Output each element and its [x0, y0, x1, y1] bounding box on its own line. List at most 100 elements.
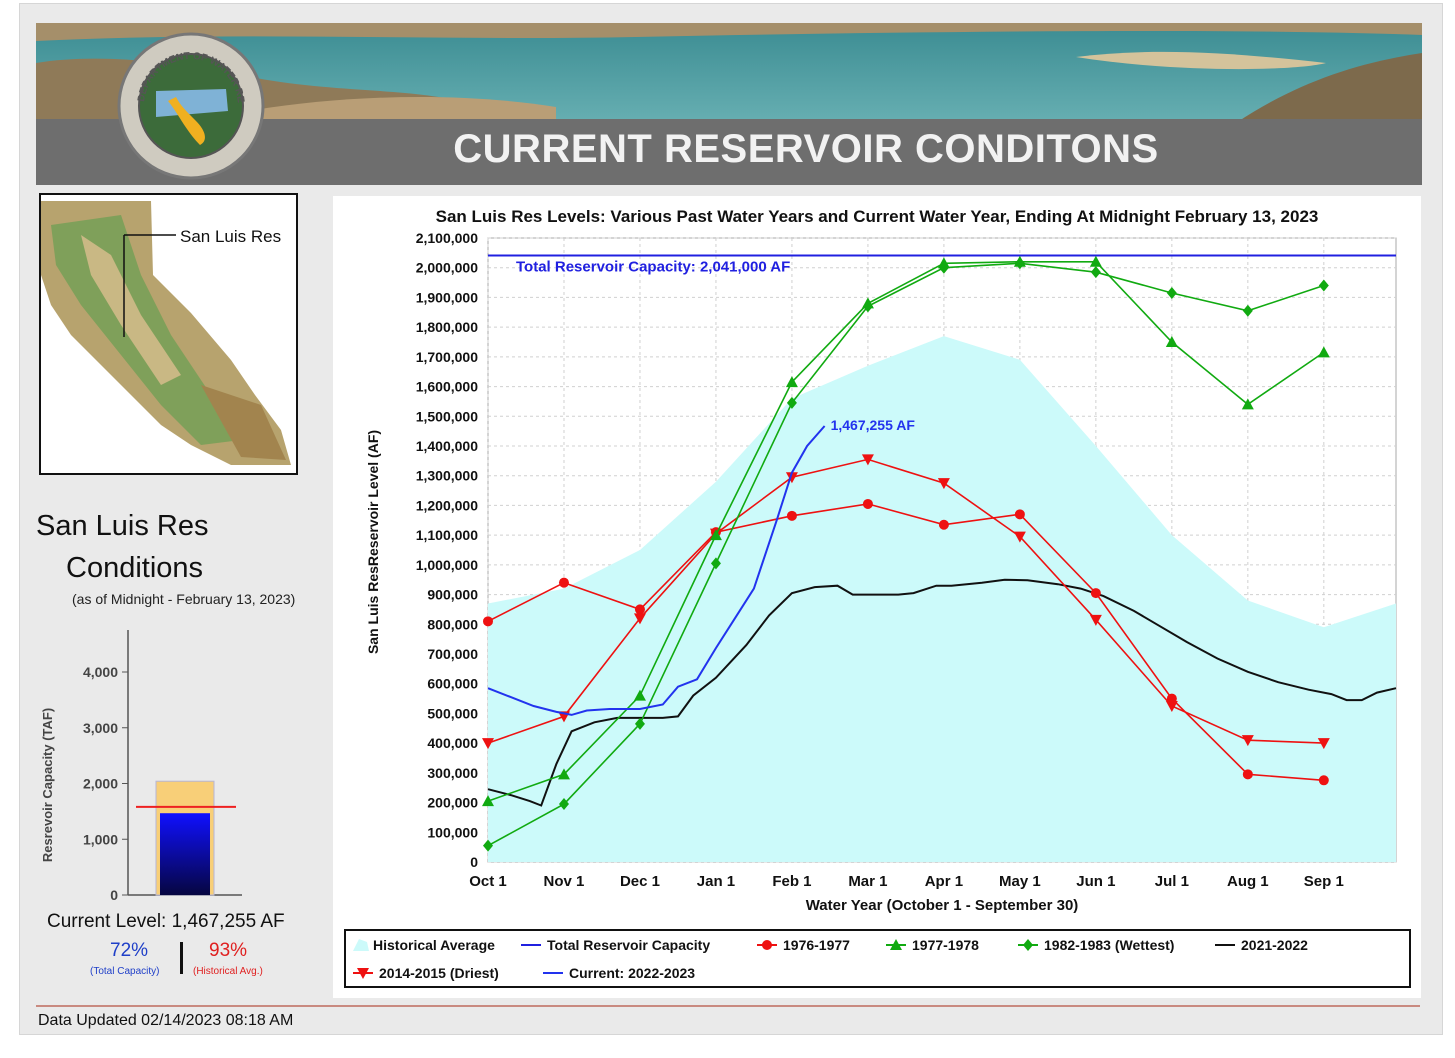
y-tick-label: 1,700,000: [416, 349, 478, 365]
y-tick-label: 1,300,000: [416, 468, 478, 484]
y-tick-label: 0: [470, 854, 478, 870]
y-tick-label: 1,400,000: [416, 438, 478, 454]
legend-swatch: [353, 939, 369, 951]
y-tick-label: 800,000: [427, 616, 478, 632]
data-updated-text: Data Updated 02/14/2023 08:18 AM: [38, 1012, 294, 1029]
footer-divider: [36, 1005, 1420, 1007]
series-historical-average-area: [488, 336, 1396, 863]
data-point-2014-2015-driest: [1241, 735, 1254, 747]
data-point-1982-1983-wettest: [558, 798, 569, 811]
legend-label: 1982-1983 (Wettest): [1044, 937, 1174, 953]
legend-label: Current: 2022-2023: [569, 965, 695, 981]
legend-marker: [890, 939, 902, 950]
y-tick-label: 1,100,000: [416, 527, 478, 543]
data-point-1977-1978: [1165, 336, 1178, 347]
legend-marker: [357, 968, 369, 979]
data-point-1977-1978: [1241, 398, 1254, 410]
gauge-axis-label: Resrevoir Capacity (TAF): [40, 708, 55, 862]
percent-historical-average: 93%: [209, 940, 248, 961]
california-relief-map: [41, 195, 296, 473]
y-tick-label: 1,600,000: [416, 379, 478, 395]
data-point-1982-1983-wettest: [786, 396, 797, 409]
data-point-1982-1983-wettest: [1166, 286, 1177, 299]
y-tick-label: 1,800,000: [416, 319, 478, 335]
data-point-1982-1983-wettest: [1318, 279, 1329, 292]
data-point-1982-1983-wettest: [1014, 257, 1025, 270]
data-point-1976-1977: [1318, 775, 1329, 786]
data-point-1976-1977: [1090, 588, 1101, 599]
series-2021-2022: [487, 578, 1397, 807]
header-banner: DEPARTMENT OF WATER RESOURCES CURRENT RE…: [36, 23, 1422, 185]
data-point-1976-1977: [786, 510, 797, 521]
data-point-1982-1983-wettest: [1242, 304, 1253, 317]
series-1982-1983-wettest: [483, 257, 1329, 852]
y-tick-label: 2,000,000: [416, 260, 478, 276]
conditions-title-line2: Conditions: [66, 552, 204, 584]
dwr-seal-logo: DEPARTMENT OF WATER RESOURCES: [116, 31, 265, 180]
y-tick-label: 900,000: [427, 587, 478, 603]
map-reservoir-label: San Luis Res: [178, 227, 284, 247]
series-line-1982-1983-wettest: [487, 262, 1325, 847]
legend-label: 2021-2022: [1241, 937, 1308, 953]
data-point-2014-2015-driest: [633, 613, 646, 625]
data-point-1976-1977: [483, 616, 493, 627]
gauge-tick-label: 2,000: [83, 776, 118, 792]
legend-item-1976-1977: 1976-1977: [757, 937, 850, 953]
legend-item-2014-2015-driest: 2014-2015 (Driest): [353, 965, 499, 981]
data-point-1976-1977: [634, 604, 645, 615]
data-point-1977-1978: [709, 529, 722, 541]
data-point-2014-2015-driest: [1013, 531, 1026, 543]
legend-label: 1976-1977: [783, 937, 850, 953]
percent-total-capacity: 72%: [110, 940, 149, 961]
legend: Historical Average Total Reservoir Capaci…: [344, 929, 1411, 988]
data-point-1976-1977: [938, 519, 949, 530]
legend-label: 2014-2015 (Driest): [379, 965, 499, 981]
y-tick-label: 1,000,000: [416, 557, 478, 573]
capacity-gauge: 0 1,000 2,000 3,000 4,000 Resrevoir Capacity …: [40, 630, 242, 903]
x-tick-label: Jul 1: [1155, 873, 1189, 890]
y-tick-label: 400,000: [427, 735, 478, 751]
gauge-tick-label: 3,000: [83, 720, 118, 736]
chart-panel: San Luis Res Levels: Various Past Water …: [333, 196, 1421, 998]
y-tick-label: 500,000: [427, 705, 478, 721]
legend-item-1977-1978: 1977-1978: [886, 937, 979, 953]
data-point-1976-1977: [1242, 769, 1253, 780]
data-point-1982-1983-wettest: [483, 839, 493, 852]
series-current-2022-2023: [487, 425, 826, 716]
reservoir-level-chart: San Luis Res Levels: Various Past Water …: [344, 207, 1411, 988]
percent-historical-average-label: (Historical Avg.): [193, 966, 263, 977]
x-tick-label: Mar 1: [848, 873, 887, 890]
x-tick-label: Dec 1: [620, 873, 660, 890]
data-point-2014-2015-driest: [1089, 614, 1102, 626]
data-point-1977-1978: [633, 689, 646, 701]
series-line-2021-2022: [487, 578, 1397, 807]
data-point-1982-1983-wettest: [1090, 266, 1101, 279]
legend-item-total-reservoir-capacity: Total Reservoir Capacity: [521, 937, 710, 953]
gauge-tick-label: 0: [110, 887, 118, 903]
gauge-tick-label: 4,000: [83, 664, 118, 680]
banner-lake-image: [36, 23, 1422, 185]
data-point-1977-1978: [785, 376, 798, 388]
legend-item-historical-average: Historical Average: [353, 937, 495, 953]
conditions-as-of: (as of Midnight - February 13, 2023): [72, 591, 296, 607]
data-point-1982-1983-wettest: [938, 261, 949, 274]
data-point-1976-1977: [862, 498, 873, 509]
current-value-annotation: 1,467,255 AF: [831, 417, 916, 433]
x-tick-label: Feb 1: [772, 873, 811, 890]
x-tick-label: May 1: [999, 873, 1041, 890]
legend-item-1982-1983-wettest: 1982-1983 (Wettest): [1018, 937, 1174, 953]
data-point-2014-2015-driest: [785, 472, 798, 484]
y-tick-label: 200,000: [427, 795, 478, 811]
y-tick-label: 1,200,000: [416, 497, 478, 513]
conditions-title-line1: San Luis Res: [36, 510, 209, 542]
california-map: San Luis Res: [39, 193, 298, 475]
data-point-1977-1978: [1089, 255, 1102, 267]
legend-marker: [1023, 939, 1033, 951]
legend-item-2021-2022: 2021-2022: [1215, 937, 1308, 953]
gauge-current-level-bar: [160, 813, 210, 895]
y-tick-label: 300,000: [427, 765, 478, 781]
capacity-label: Total Reservoir Capacity: 2,041,000 AF: [516, 259, 790, 276]
data-point-2014-2015-driest: [1317, 738, 1330, 750]
data-point-1977-1978: [1317, 346, 1330, 358]
x-tick-label: Sep 1: [1304, 873, 1344, 890]
